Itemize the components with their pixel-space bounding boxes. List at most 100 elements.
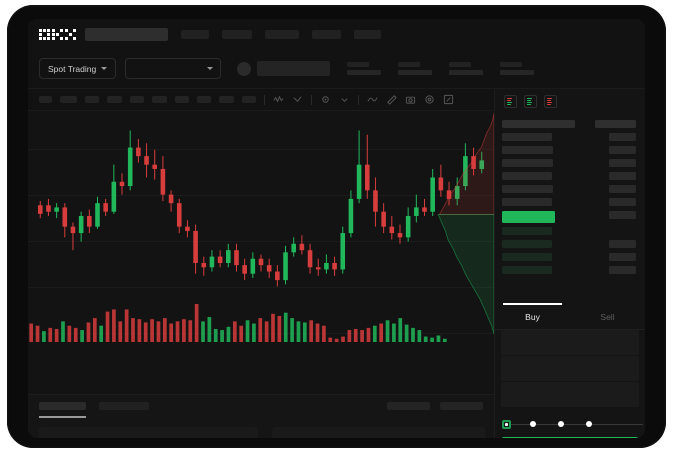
orders-tabs [39,402,149,410]
price-chart-panel[interactable] [28,111,494,394]
gridline-3 [28,287,494,288]
orderbook-ask-row-5[interactable] [502,198,552,206]
orderbook-bid-row-0[interactable] [502,227,552,235]
timeframe-5[interactable] [130,96,144,103]
stat-value [449,70,484,75]
timeframe-8[interactable] [197,96,211,103]
logo-letter-k [52,28,63,40]
nav-item-5[interactable] [354,29,381,39]
orderbook-ask-row-4[interactable] [502,185,553,193]
chevron-down-icon [101,67,108,70]
last-price-value [257,61,331,76]
nav-item-1[interactable] [181,29,209,39]
volume-histogram [29,304,447,342]
orderbook-ask-row-3[interactable] [502,172,552,180]
orderbook-ask-row-1[interactable] [502,146,553,154]
top-navigation-bar [28,19,645,49]
timeframe-10[interactable] [242,96,256,103]
orderbook-bid-row-2[interactable] [502,253,552,261]
camera-icon[interactable] [405,94,416,105]
trading-pair-select[interactable] [125,58,222,79]
orderbook-header-left [502,120,575,128]
timeframe-1[interactable] [39,96,52,103]
trading-mode-label: Spot Trading [48,63,97,74]
total-field[interactable] [501,382,639,408]
buy-sell-tabs: Buy Sell [495,303,645,330]
market-stats [330,62,535,75]
orders-content [39,427,485,438]
orderbook-ask-row-2[interactable] [502,159,553,167]
fullscreen-icon[interactable] [443,94,454,105]
tab-sell[interactable]: Sell [600,311,615,322]
okx-logo[interactable] [39,28,76,40]
orderbook-ask-row-4-size [609,185,636,193]
stat-value [398,70,433,75]
orderbook-ask-row-1-size [609,146,636,154]
gridline-1 [28,195,494,196]
timeframe-6[interactable] [152,96,167,103]
timeframe-7[interactable] [175,96,189,103]
line-chart-icon[interactable] [367,94,378,105]
orderbook-spread-size [609,211,636,219]
stat-value [500,70,535,75]
amount-field[interactable] [501,356,639,382]
compare-icon[interactable] [292,94,303,105]
orderbook-ask-row-0[interactable] [502,133,552,141]
nav-item-4[interactable] [312,29,341,39]
nav-item-3[interactable] [265,29,299,39]
bottom-tab-order-history[interactable] [99,402,149,410]
orderbook-spread-row[interactable] [502,211,555,223]
orderbook-ask-row-2-size [609,159,636,167]
tablet-device-frame: Spot Trading [7,5,666,448]
timeframe-3[interactable] [85,96,99,103]
tab-buy[interactable]: Buy [495,303,570,329]
chevron-down-icon[interactable] [339,94,350,105]
timeframe-4[interactable] [107,96,122,103]
toolbar-divider [264,94,265,105]
trading-mode-select[interactable]: Spot Trading [39,58,117,79]
timeframe-9[interactable] [219,96,234,103]
ruler-icon[interactable] [386,94,397,105]
stat-value [347,70,382,75]
timeframe-2[interactable] [60,96,77,103]
orderbook-bid-row-1[interactable] [502,240,552,248]
bottom-tab-open-orders[interactable] [39,402,86,410]
orderbook-bids-icon[interactable] [524,95,537,108]
refresh-icon[interactable] [424,94,435,105]
orderbook-ask-row-0-size [609,133,636,141]
slider-stop-3[interactable] [586,421,592,427]
settings-gear-icon[interactable] [320,94,331,105]
market-sub-header: Spot Trading [28,49,645,89]
orders-block-right [272,427,485,438]
nav-item-2[interactable] [222,29,252,39]
orderbook-bid-row-2-size [609,253,636,261]
submit-buy-button[interactable] [501,437,639,438]
slider-stop-0[interactable] [502,419,511,429]
orderbook-asks-icon[interactable] [544,95,557,108]
orderbook-trade-panel: Buy Sell [494,89,645,438]
slider-stop-1[interactable] [530,421,536,427]
chevron-down-icon [207,67,214,70]
search-input[interactable] [85,27,168,41]
slider-stop-2[interactable] [558,421,564,427]
stat-change [347,62,382,75]
gridline-0 [28,149,494,150]
stat-label [347,62,370,67]
orders-actions [387,402,483,410]
logo-letter-x [65,28,76,40]
depth-chart-overlay [437,112,494,335]
orderbook-rows[interactable] [495,116,645,304]
indicator-icon[interactable] [273,94,284,105]
bottom-action-2[interactable] [440,402,483,410]
gridline-2 [28,241,494,242]
timeframe-buttons [39,96,256,103]
amount-percent-slider[interactable] [502,419,643,429]
price-field[interactable] [501,330,639,356]
orderbook-header-right [595,120,636,128]
orderbook-bid-row-3[interactable] [502,266,552,274]
toolbar-divider [358,94,359,105]
bottom-action-1[interactable] [387,402,430,410]
orderbook-both-icon[interactable] [504,95,517,108]
slider-knob-fill [505,422,508,426]
orderbook-bid-row-3-size [609,266,636,274]
